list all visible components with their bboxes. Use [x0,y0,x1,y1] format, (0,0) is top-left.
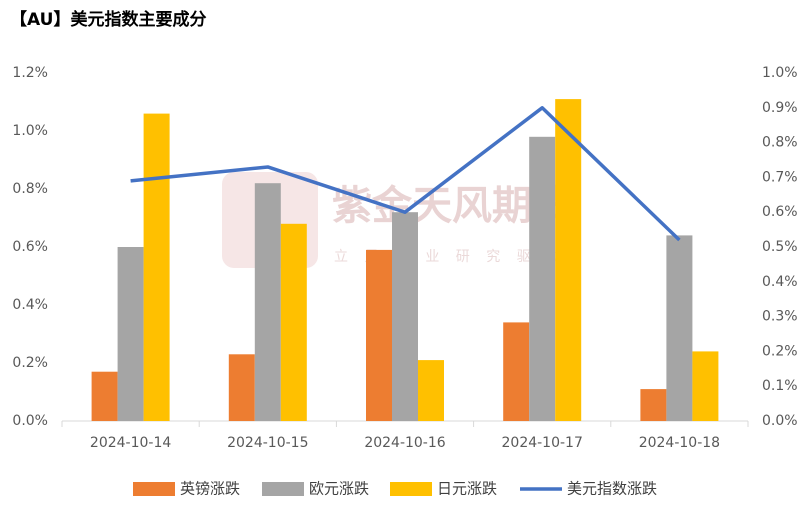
y2-tick-label: 0.4% [762,274,798,290]
x-tick-label: 2024-10-15 [227,435,308,451]
bar [529,136,556,422]
legend-label: 日元涨跌 [437,480,497,498]
y2-tick-label: 0.9% [762,100,798,116]
bar [555,99,582,421]
y-tick-label: 1.2% [12,65,48,81]
y-tick-label: 0.6% [12,239,48,255]
y-tick-label: 0.0% [12,413,48,429]
y2-tick-label: 0.8% [762,135,798,151]
y-tick-label: 0.2% [12,355,48,371]
legend-label: 美元指数涨跌 [567,480,657,498]
y-tick-label: 0.4% [12,297,48,313]
bar [280,223,307,421]
bar [91,371,118,421]
y-tick-label: 0.8% [12,181,48,197]
line [130,106,681,242]
chart-title: 【AU】美元指数主要成分 [10,9,206,30]
legend-swatch [262,482,304,496]
legend-label: 欧元涨跌 [309,480,369,498]
bar [503,322,530,421]
bar [392,212,418,421]
y2-tick-label: 0.0% [762,413,798,429]
y2-tick-label: 0.1% [762,378,798,394]
bar [228,354,255,421]
bar [143,113,170,421]
y2-tick-label: 0.2% [762,343,798,359]
x-tick-label: 2024-10-14 [90,435,171,451]
x-tick-label: 2024-10-16 [364,435,445,451]
bar [418,360,444,421]
bar [640,389,667,421]
bar [366,249,392,421]
bar [117,247,144,421]
x-tick-label: 2024-10-17 [502,435,583,451]
y2-tick-label: 0.6% [762,204,798,220]
bar [692,351,719,421]
y2-tick-label: 0.3% [762,309,798,325]
legend-swatch [133,482,175,496]
y2-tick-label: 1.0% [762,65,798,81]
bar [666,235,693,421]
y2-tick-label: 0.7% [762,169,798,185]
x-tick-label: 2024-10-18 [639,435,720,451]
legend-swatch [390,482,432,496]
y-tick-label: 1.0% [12,123,48,139]
bar [254,183,281,421]
y2-tick-label: 0.5% [762,239,798,255]
legend-label: 英镑涨跌 [180,480,240,498]
